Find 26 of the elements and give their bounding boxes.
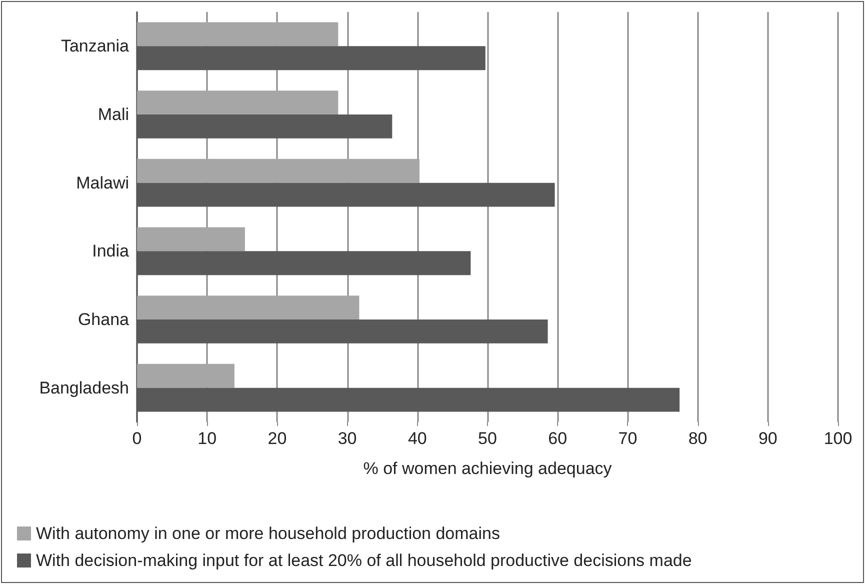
bar (137, 364, 234, 388)
x-tick-label: 60 (548, 429, 568, 448)
bar (137, 296, 360, 320)
y-tick-label: Tanzania (60, 36, 130, 56)
x-tick-label: 100 (824, 429, 852, 448)
x-tick-label: 90 (758, 429, 778, 448)
x-tick-label: 80 (688, 429, 708, 448)
legend-label: With autonomy in one or more household production domains (36, 524, 500, 543)
x-axis-title: % of women achieving adequacy (363, 459, 612, 478)
x-tick-label: 10 (198, 429, 217, 448)
bar (137, 158, 420, 183)
x-tick-label: 30 (338, 429, 357, 448)
y-tick-label: Mali (98, 105, 129, 124)
y-tick-label: Ghana (78, 310, 130, 329)
bar (137, 22, 338, 46)
x-tick-label: 0 (132, 429, 142, 448)
x-tick-label: 40 (408, 429, 427, 448)
y-tick-label: Bangladesh (39, 378, 129, 398)
bar (137, 90, 338, 114)
bar (137, 227, 245, 252)
y-tick-label: Malawi (76, 173, 129, 192)
x-tick-label: 20 (268, 429, 287, 448)
x-tick-label: 70 (618, 429, 638, 448)
x-tick-label: 50 (478, 429, 497, 448)
legend-label: With decision-making input for at least 20% of all household productive decisions made (36, 551, 692, 570)
y-tick-label: India (92, 242, 130, 261)
